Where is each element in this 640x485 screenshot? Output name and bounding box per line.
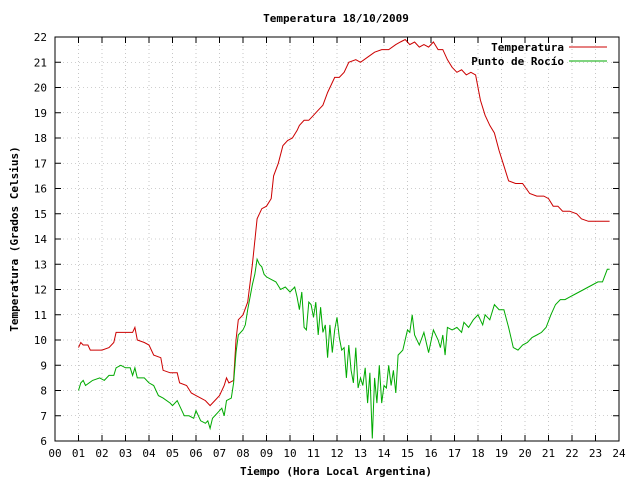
x-tick-label: 13 [354,447,367,460]
x-tick-label: 00 [48,447,61,460]
x-tick-label: 10 [283,447,296,460]
x-tick-label: 24 [612,447,626,460]
x-tick-label: 07 [213,447,226,460]
series-lines [78,38,610,439]
y-tick-label: 19 [34,107,47,120]
x-tick-label: 15 [401,447,414,460]
x-tick-label: 22 [565,447,578,460]
x-tick-label: 09 [260,447,273,460]
y-axis-label: Temperatura (Grados Celsius) [8,146,21,331]
x-tick-label: 02 [95,447,108,460]
x-tick-label: 03 [119,447,132,460]
legend-label-temperatura: Temperatura [491,41,564,54]
chart-title: Temperatura 18/10/2009 [263,12,409,25]
x-tick-label: 08 [236,447,249,460]
y-tick-label: 12 [34,284,47,297]
y-tick-label: 10 [34,334,47,347]
y-axis-tick-labels: 6 7 8 9 10 11 12 13 14 15 16 17 18 19 20 21 22 [34,31,48,448]
y-tick-label: 7 [40,410,47,423]
x-tick-label: 18 [471,447,484,460]
y-tick-label: 16 [34,183,47,196]
y-tick-label: 18 [34,132,47,145]
y-tick-label: 22 [34,31,47,44]
y-tick-label: 13 [34,258,47,271]
x-tick-label: 20 [518,447,531,460]
y-tick-label: 6 [40,435,47,448]
x-tick-label: 01 [72,447,85,460]
legend: Temperatura Punto de Rocío [471,41,607,68]
x-axis-tick-labels: 00 01 02 03 04 05 06 07 08 09 10 11 12 13 14 15 16 17 18 19… [48,447,626,460]
y-tick-label: 21 [34,56,47,69]
plot-frame [54,36,620,442]
y-tick-label: 8 [40,385,47,398]
x-tick-label: 19 [495,447,508,460]
y-tick-label: 14 [34,233,48,246]
y-tick-label: 20 [34,82,47,95]
x-tick-label: 21 [542,447,555,460]
x-tick-label: 04 [142,447,156,460]
series-line-punto-de-rocio [78,257,610,439]
x-tick-label: 14 [377,447,391,460]
y-tick-label: 15 [34,208,47,221]
x-tick-label: 05 [166,447,179,460]
x-tick-label: 06 [189,447,202,460]
x-tick-label: 23 [589,447,602,460]
x-tick-label: 11 [307,447,320,460]
grid-lines [55,37,619,441]
axis-ticks [54,36,620,442]
x-tick-label: 12 [330,447,343,460]
series-line-temperatura [78,38,610,407]
x-tick-label: 16 [424,447,437,460]
y-tick-label: 17 [34,157,47,170]
x-tick-label: 17 [448,447,461,460]
legend-label-punto-de-rocio: Punto de Rocío [471,55,564,68]
x-axis-label: Tiempo (Hora Local Argentina) [240,465,432,478]
y-tick-label: 11 [34,309,47,322]
y-tick-label: 9 [40,359,47,372]
